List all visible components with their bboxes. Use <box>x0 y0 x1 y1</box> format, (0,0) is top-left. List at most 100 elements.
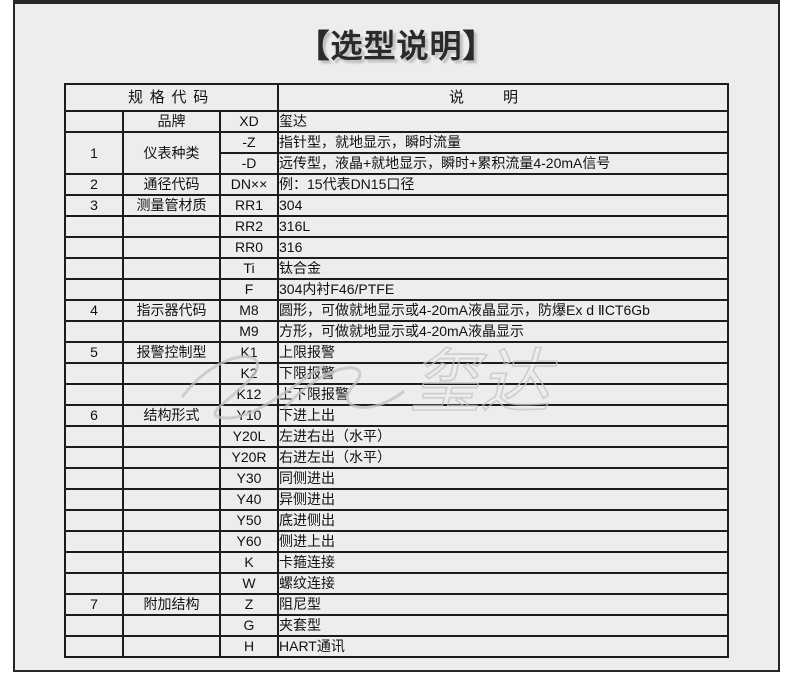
description-cell: 例：15代表DN15口径 <box>277 173 729 196</box>
description-cell: 方形，可做就地显示或4-20mA液晶显示 <box>277 320 729 343</box>
row-number-cell <box>64 110 124 133</box>
category-cell: 附加结构 <box>122 593 221 616</box>
description-cell: HART通讯 <box>277 635 729 658</box>
page-title: 【选型说明】 <box>297 28 496 64</box>
code-cell: XD <box>219 110 279 133</box>
table-row: H HART通讯 <box>64 635 729 658</box>
category-cell <box>122 488 221 511</box>
table-body: 品牌 XD 玺达 1 仪表种类 -Z 指针型，就地显示，瞬时流量 -D 远传型，液晶+就地显示，… <box>64 110 729 658</box>
row-number-cell: 3 <box>64 194 124 217</box>
code-cell: Y40 <box>219 488 279 511</box>
description-cell: 上限报警 <box>277 341 729 364</box>
table-row: M9 方形，可做就地显示或4-20mA液晶显示 <box>64 320 729 343</box>
description-cell: 左进右出（水平） <box>277 425 729 448</box>
category-cell: 仪表种类 <box>122 131 221 175</box>
table-row: 2 通径代码 DN×× 例：15代表DN15口径 <box>64 173 729 196</box>
description-cell: 玺达 <box>277 110 729 133</box>
category-cell <box>122 509 221 532</box>
category-cell <box>122 425 221 448</box>
code-cell: Y20L <box>219 425 279 448</box>
content-frame: 【选型说明】 规格代码 说明 品牌 XD 玺达 1 仪表种类 -Z 指针型，就地显示，瞬时流… <box>13 0 780 672</box>
description-cell: 同侧进出 <box>277 467 729 490</box>
row-number-cell <box>64 425 124 448</box>
description-cell: 304内衬F46/PTFE <box>277 278 729 301</box>
table-row: Y30 同侧进出 <box>64 467 729 490</box>
description-cell: 右进左出（水平） <box>277 446 729 469</box>
category-cell <box>122 614 221 637</box>
code-cell: Y60 <box>219 530 279 553</box>
table-row: 7 附加结构 Z 阻尼型 <box>64 593 729 616</box>
row-number-cell: 7 <box>64 593 124 616</box>
row-number-cell <box>64 278 124 301</box>
table-row: Y20R 右进左出（水平） <box>64 446 729 469</box>
header-row: 规格代码 说明 <box>64 83 729 112</box>
description-cell: 指针型，就地显示，瞬时流量 <box>277 131 729 154</box>
category-cell <box>122 467 221 490</box>
row-number-cell: 2 <box>64 173 124 196</box>
description-cell: 夹套型 <box>277 614 729 637</box>
description-cell: 阻尼型 <box>277 593 729 616</box>
code-cell: K <box>219 551 279 574</box>
table-row: 品牌 XD 玺达 <box>64 110 729 133</box>
category-cell <box>122 215 221 238</box>
row-number-cell <box>64 320 124 343</box>
code-cell: K12 <box>219 383 279 406</box>
row-number-cell <box>64 467 124 490</box>
row-number-cell: 6 <box>64 404 124 427</box>
row-number-cell <box>64 257 124 280</box>
selection-table: 规格代码 说明 品牌 XD 玺达 1 仪表种类 -Z 指针型，就地显示，瞬时流量 -D 远传型，… <box>64 83 729 658</box>
table-row: Y60 侧进上出 <box>64 530 729 553</box>
description-cell: 316L <box>277 215 729 238</box>
table-row: K2 下限报警 <box>64 362 729 385</box>
row-number-cell <box>64 236 124 259</box>
row-number-cell <box>64 635 124 658</box>
code-cell: M9 <box>219 320 279 343</box>
category-cell <box>122 530 221 553</box>
description-header: 说明 <box>277 83 729 112</box>
row-number-cell <box>64 446 124 469</box>
description-cell: 卡箍连接 <box>277 551 729 574</box>
row-number-cell: 5 <box>64 341 124 364</box>
description-cell: 侧进上出 <box>277 530 729 553</box>
code-cell: Z <box>219 593 279 616</box>
code-cell: F <box>219 278 279 301</box>
description-cell: 螺纹连接 <box>277 572 729 595</box>
table-row: 5 报警控制型 K1 上限报警 <box>64 341 729 364</box>
category-cell <box>122 236 221 259</box>
table-row: Ti 钛合金 <box>64 257 729 280</box>
category-cell: 测量管材质 <box>122 194 221 217</box>
row-number-cell: 1 <box>64 131 124 175</box>
row-number-cell: 4 <box>64 299 124 322</box>
code-cell: -D <box>219 152 279 175</box>
category-cell <box>122 320 221 343</box>
category-cell: 结构形式 <box>122 404 221 427</box>
category-cell <box>122 383 221 406</box>
category-cell <box>122 446 221 469</box>
table-row: RR2 316L <box>64 215 729 238</box>
row-number-cell <box>64 488 124 511</box>
table-row: 4 指示器代码 M8 圆形，可做就地显示或4-20mA液晶显示，防爆Ex d ⅡCT6… <box>64 299 729 322</box>
code-cell: Y20R <box>219 446 279 469</box>
row-number-cell <box>64 572 124 595</box>
code-cell: H <box>219 635 279 658</box>
table-row: K12 上下限报警 <box>64 383 729 406</box>
code-cell: M8 <box>219 299 279 322</box>
table-row: W 螺纹连接 <box>64 572 729 595</box>
table-row: RR0 316 <box>64 236 729 259</box>
description-cell: 底进侧出 <box>277 509 729 532</box>
code-cell: K1 <box>219 341 279 364</box>
table-row: K 卡箍连接 <box>64 551 729 574</box>
table-row: -D 远传型，液晶+就地显示，瞬时+累积流量4-20mA信号 <box>65 152 729 175</box>
description-cell: 304 <box>277 194 729 217</box>
code-cell: K2 <box>219 362 279 385</box>
row-number-cell <box>64 383 124 406</box>
description-cell: 钛合金 <box>277 257 729 280</box>
row-number-cell <box>64 551 124 574</box>
category-cell <box>122 635 221 658</box>
table-row: G 夹套型 <box>64 614 729 637</box>
description-cell: 远传型，液晶+就地显示，瞬时+累积流量4-20mA信号 <box>277 152 729 175</box>
description-cell: 圆形，可做就地显示或4-20mA液晶显示，防爆Ex d ⅡCT6Gb <box>277 299 729 322</box>
description-cell: 异侧进出 <box>277 488 729 511</box>
table-row: 1 仪表种类 -Z 指针型，就地显示，瞬时流量 <box>64 131 729 175</box>
row-number-cell <box>64 614 124 637</box>
